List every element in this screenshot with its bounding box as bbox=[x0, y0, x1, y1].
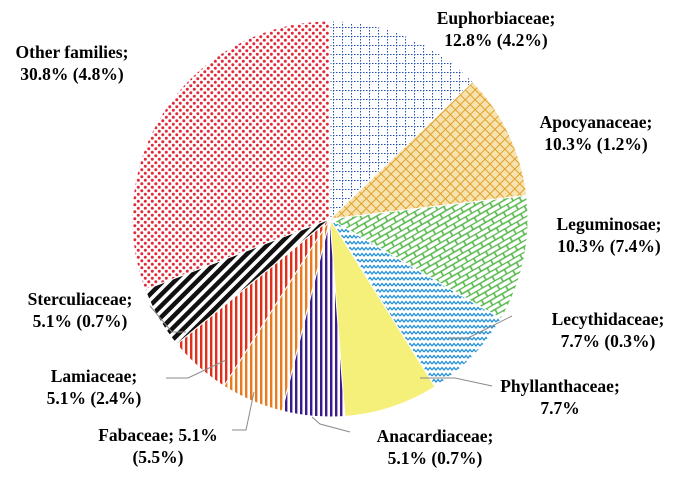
slice-label-line: Anacardiaceae; bbox=[377, 426, 494, 446]
slice-phyllanthaceae bbox=[329, 218, 436, 417]
slice-label-sterculiaceae: Sterculiaceae; 5.1% (0.7%) bbox=[28, 289, 133, 331]
slice-label-line: 5.1% (2.4%) bbox=[47, 388, 142, 408]
slice-label-line: (5.5%) bbox=[132, 447, 183, 467]
slice-label-line: 7.7% (0.3%) bbox=[561, 331, 656, 351]
leader-line-lecythidaceae bbox=[448, 315, 513, 339]
slice-label-line: 12.8% (4.2%) bbox=[444, 30, 548, 50]
leader-line-anacardiaceae bbox=[311, 416, 351, 433]
slice-label-line: Apocyanaceae; bbox=[540, 112, 653, 132]
slice-label-line: Sterculiaceae; bbox=[28, 289, 133, 309]
slice-label-line: 10.3% (1.2%) bbox=[544, 134, 648, 154]
slice-label-line: Lamiaceae; bbox=[51, 366, 138, 386]
leader-line-lamiaceae bbox=[166, 359, 227, 379]
slice-label-line: Fabaceae; 5.1% bbox=[98, 425, 218, 445]
leader-line-fabaceae bbox=[232, 391, 255, 431]
slice-leguminosae bbox=[328, 194, 529, 320]
slice-label-phyllanthaceae: Phyllanthaceae; 7.7% bbox=[500, 376, 620, 418]
slice-euphorbiaceae bbox=[329, 20, 474, 221]
leader-line-sterculiaceae bbox=[149, 305, 186, 333]
slice-label-line: 5.1% (0.7%) bbox=[33, 311, 128, 331]
slice-lecythidaceae bbox=[329, 218, 502, 388]
slice-label-line: Leguminosae; bbox=[557, 214, 662, 234]
slice-label-leguminosae: Leguminosae; 10.3% (7.4%) bbox=[557, 214, 662, 256]
slice-labels: Euphorbiaceae; 12.8% (4.2%)Apocyanaceae; 1… bbox=[16, 8, 665, 468]
slice-label-line: Euphorbiaceae; bbox=[437, 8, 556, 28]
slice-label-line: Lecythidaceae; bbox=[552, 309, 665, 329]
slice-label-lecythidaceae: Lecythidaceae; 7.7% (0.3%) bbox=[552, 309, 665, 351]
slice-label-fabaceae: Fabaceae; 5.1% (5.5%) bbox=[98, 425, 218, 467]
pie-slices bbox=[131, 20, 529, 418]
slice-label-line: Other families; bbox=[16, 42, 129, 62]
slice-label-line: 5.1% (0.7%) bbox=[388, 448, 483, 468]
slice-label-anacardiaceae: Anacardiaceae; 5.1% (0.7%) bbox=[377, 426, 494, 468]
slice-label-other-families: Other families; 30.8% (4.8%) bbox=[16, 42, 129, 84]
slice-label-euphorbiaceae: Euphorbiaceae; 12.8% (4.2%) bbox=[437, 8, 556, 50]
slice-label-line: Phyllanthaceae; bbox=[500, 376, 620, 396]
slice-label-lamiaceae: Lamiaceae; 5.1% (2.4%) bbox=[47, 366, 142, 408]
slice-label-apocyanaceae: Apocyanaceae; 10.3% (1.2%) bbox=[540, 112, 653, 154]
slice-other-families bbox=[131, 20, 331, 291]
slice-label-line: 10.3% (7.4%) bbox=[557, 236, 661, 256]
leader-lines bbox=[149, 305, 513, 433]
slice-label-line: 7.7% bbox=[540, 398, 579, 418]
slice-apocyanaceae bbox=[328, 80, 528, 220]
leader-line-phyllanthaceae bbox=[420, 377, 493, 387]
slice-label-line: 30.8% (4.8%) bbox=[20, 64, 124, 84]
